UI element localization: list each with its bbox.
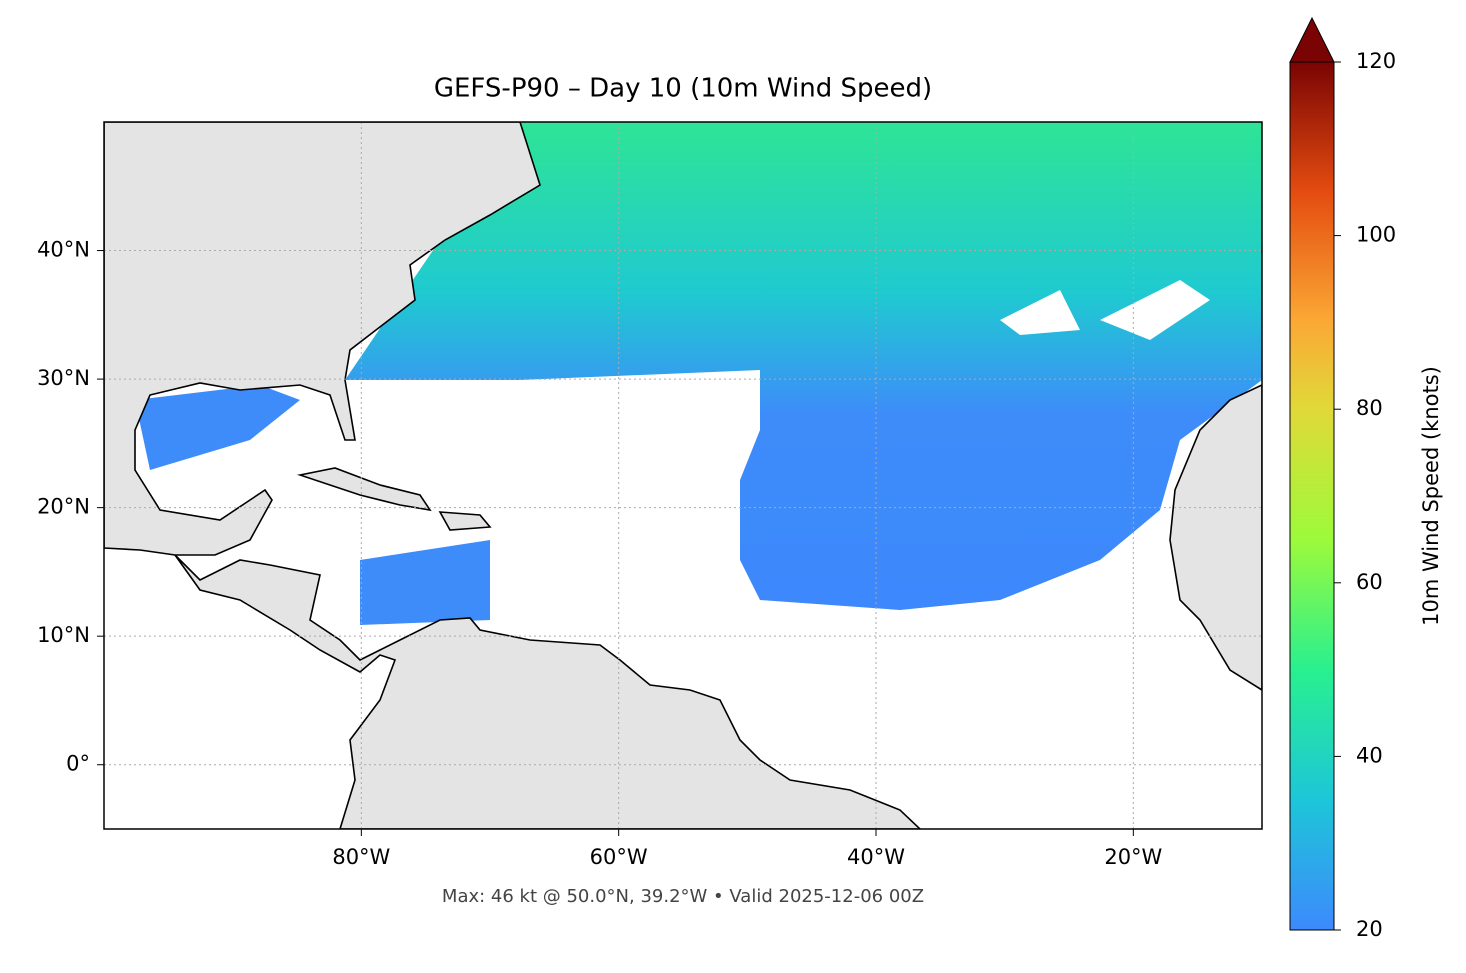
- colorbar-tick-label: 80: [1356, 396, 1383, 420]
- wind-field: [345, 122, 1262, 610]
- colorbar-tick-label: 60: [1356, 570, 1383, 594]
- y-tick-label: 30°N: [37, 366, 90, 390]
- land-africa: [1169, 384, 1262, 691]
- map-frame: [103, 121, 1263, 830]
- x-tick-label: 20°W: [1104, 845, 1162, 869]
- y-tick-label: 20°N: [37, 495, 90, 519]
- colorbar-tick-label: 120: [1356, 49, 1396, 73]
- land-americas-south: [174, 554, 922, 829]
- calm-patch: [1100, 280, 1210, 340]
- y-tick-label: 0°: [66, 752, 90, 776]
- wind-field: [135, 385, 300, 470]
- wind-field: [360, 540, 490, 625]
- footnote: Max: 46 kt @ 50.0°N, 39.2°W • Valid 2025…: [442, 886, 924, 907]
- x-tick-label: 80°W: [332, 845, 390, 869]
- colorbar-tick-label: 100: [1356, 223, 1396, 247]
- title: GEFS-P90 – Day 10 (10m Wind Speed): [434, 74, 932, 104]
- land-north-america: [104, 122, 541, 556]
- land-hispaniola: [438, 511, 492, 531]
- land-cuba: [296, 467, 432, 512]
- colorbar: [1289, 61, 1335, 931]
- y-tick-label: 40°N: [37, 238, 90, 262]
- colorbar-tick-label: 40: [1356, 743, 1383, 767]
- colorbar-extend: [1289, 16, 1335, 63]
- map-area: [104, 122, 1262, 829]
- x-tick-label: 60°W: [590, 845, 648, 869]
- x-tick-label: 40°W: [847, 845, 905, 869]
- colorbar-label: 10m Wind Speed (knots): [1419, 366, 1443, 626]
- y-tick-label: 10°N: [37, 623, 90, 647]
- calm-patch: [1000, 290, 1080, 335]
- colorbar-tick-label: 20: [1356, 917, 1383, 941]
